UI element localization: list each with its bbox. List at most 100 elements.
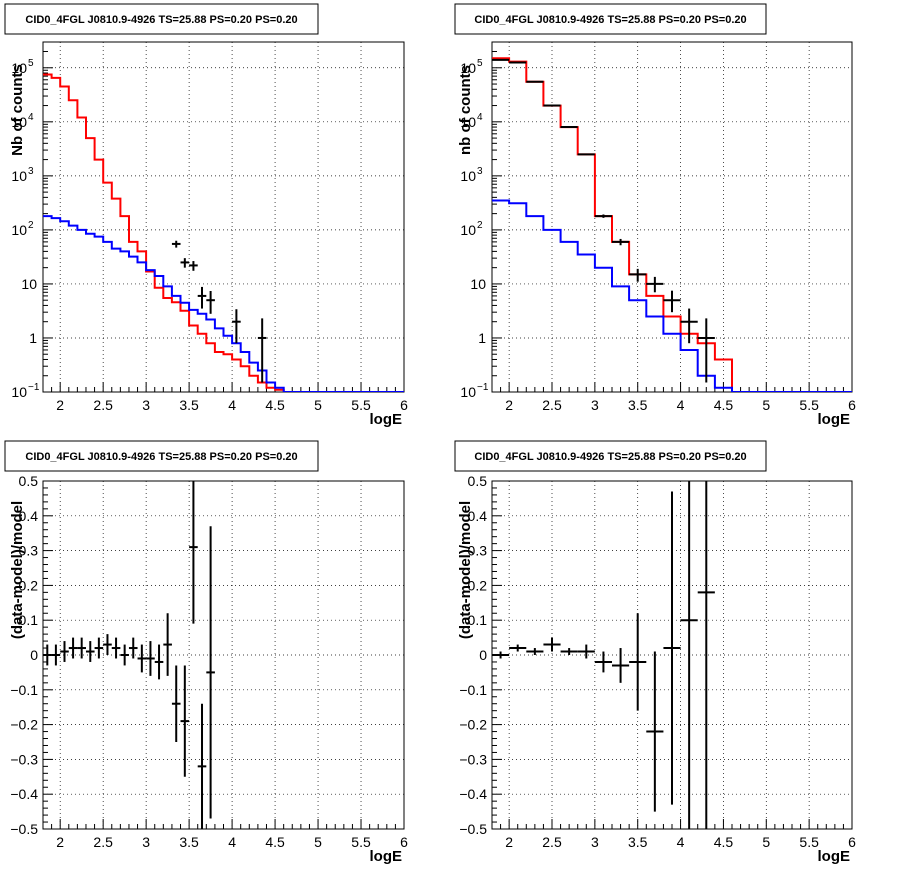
data-point [120,644,129,666]
x-tick-label: 5.5 [351,397,371,413]
y-tick-label: 0.3 [19,543,39,559]
y-tick-label: 10 [21,276,37,292]
y-tick-label: 10 [11,222,27,238]
x-tick-label: 3 [142,834,150,850]
y-tick-label: 0.2 [19,577,39,593]
x-tick-label: 6 [400,834,408,850]
model-component-histogram [43,215,404,392]
model-total-histogram [43,73,404,392]
x-tick-label: 2 [505,397,513,413]
data-point [43,644,52,666]
y-tick-label: −0.4 [459,786,487,802]
y-tick-label: −0.2 [459,717,487,733]
y-axis-ticks [492,41,502,393]
y-tick-label: 0.2 [468,577,488,593]
data-point [85,641,95,662]
pad-title: CID0_4FGL J0810.9-4926 TS=25.88 PS=0.20 … [474,451,746,463]
y-tick-exponent: 3 [28,166,34,177]
y-tick-label: 0 [479,647,487,663]
data-point [594,651,612,673]
data-point [189,261,198,271]
x-tick-label: 3 [142,397,150,413]
pad-4: 2 2.5 3 3.5 4 4.5 5 5.5 6 −0.5 −0.4 −0.3 −0.2 −0.1 0 0.… [454,440,856,865]
x-tick-label: 4 [677,397,685,413]
y-tick-label: 10 [460,60,476,76]
y-tick-label: 0.4 [19,508,39,524]
data-point [492,651,510,659]
x-tick-label: 4 [677,834,685,850]
pad-title: CID0_4FGL J0810.9-4926 TS=25.88 PS=0.20 … [474,14,746,26]
y-tick-label: 0.5 [468,473,488,489]
y-tick-label: 10 [460,384,476,400]
y-tick-label: −0.3 [10,751,38,767]
data-point [663,491,681,805]
y-tick-label: 0.5 [19,473,39,489]
y-tick-exponent: 4 [477,112,483,123]
x-tick-label: 5.5 [799,397,819,413]
data-point [560,648,578,655]
y-tick-label: 10 [11,60,27,76]
x-tick-label: 5 [314,397,322,413]
data-point [646,651,664,812]
data-point [663,290,681,313]
data-layer [43,73,404,392]
data-point [697,318,715,383]
data-point [697,481,715,829]
data-point [197,286,207,309]
y-tick-label: −0.3 [459,751,487,767]
y-tick-label: −0.1 [459,682,487,698]
y-axis-ticks [43,480,53,830]
x-tick-label: 3.5 [179,834,199,850]
data-point [128,637,138,659]
x-tick-label: 2.5 [93,834,113,850]
data-point [257,318,267,383]
data-point [612,238,630,246]
x-tick-label: 5.5 [799,834,819,850]
x-tick-label: 4 [228,834,236,850]
x-tick-label: 4.5 [265,397,285,413]
x-axis-label: logE [370,848,403,865]
data-point [680,481,698,829]
x-tick-label: 6 [848,397,856,413]
x-tick-label: 3 [591,397,599,413]
y-tick-label: 1 [478,330,486,346]
x-tick-label: 3.5 [628,397,648,413]
x-axis-label: logE [818,848,851,865]
y-tick-label: 10 [11,168,27,184]
y-tick-label: 10 [460,168,476,184]
data-point [180,665,190,777]
x-axis-ticks [51,382,405,392]
y-axis-label: nb of counts [457,65,474,155]
data-point [629,613,647,711]
y-tick-label: 0.1 [468,612,488,628]
y-tick-label: 10 [11,384,27,400]
y-tick-label: 10 [11,114,27,130]
y-tick-label: −0.5 [10,821,38,837]
x-tick-label: 2 [56,397,64,413]
y-tick-exponent: 2 [28,220,34,231]
x-tick-label: 5 [314,834,322,850]
data-layer [492,481,715,829]
x-tick-label: 5 [762,397,770,413]
x-axis-label: logE [818,411,851,428]
y-tick-label: 0.4 [468,508,488,524]
x-tick-label: 2.5 [542,834,562,850]
x-tick-label: 4.5 [714,834,734,850]
y-tick-exponent: 5 [28,58,34,69]
y-tick-exponent: 4 [28,112,34,123]
pad-title-box [4,440,319,472]
data-point [171,665,181,742]
y-tick-label: −0.4 [10,786,38,802]
y-tick-exponent: −1 [477,382,489,393]
y-tick-label: 0.3 [468,543,488,559]
y-tick-exponent: 3 [477,166,483,177]
pad-title-box [454,440,767,472]
y-axis-label: (data-model)/model [9,501,26,639]
pad-title-box [454,3,767,35]
data-point [189,481,198,624]
data-point [111,637,121,659]
data-point [137,644,147,673]
x-tick-label: 4.5 [714,397,734,413]
data-point [77,637,86,659]
